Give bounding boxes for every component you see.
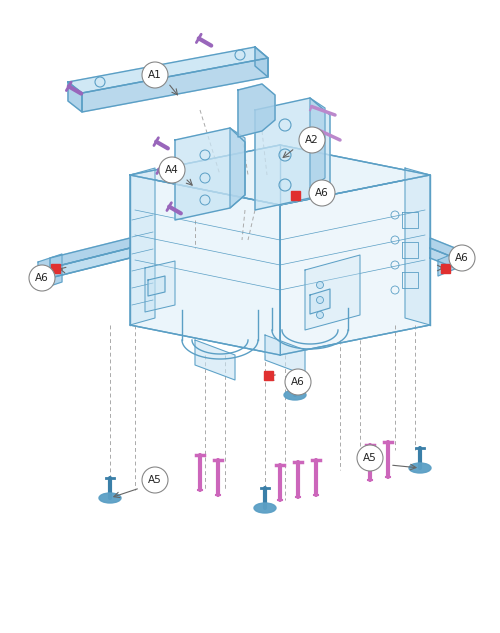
Text: A4: A4 (165, 165, 179, 175)
Polygon shape (430, 248, 460, 270)
Text: A5: A5 (363, 453, 377, 463)
Circle shape (449, 245, 475, 271)
Circle shape (159, 157, 185, 183)
Circle shape (142, 467, 168, 493)
Polygon shape (430, 238, 460, 260)
Polygon shape (82, 58, 268, 112)
Polygon shape (130, 145, 430, 205)
Text: A2: A2 (305, 135, 319, 145)
Polygon shape (50, 248, 130, 278)
Polygon shape (230, 128, 245, 208)
FancyBboxPatch shape (440, 263, 450, 272)
Polygon shape (130, 175, 280, 355)
Circle shape (357, 445, 383, 471)
Circle shape (316, 282, 324, 289)
Polygon shape (50, 238, 130, 268)
Circle shape (29, 265, 55, 291)
FancyBboxPatch shape (264, 370, 272, 380)
Polygon shape (38, 254, 62, 290)
Polygon shape (130, 168, 155, 325)
Polygon shape (305, 255, 360, 330)
Text: A6: A6 (35, 273, 49, 283)
Text: A6: A6 (291, 377, 305, 387)
Polygon shape (310, 289, 330, 314)
Ellipse shape (284, 390, 306, 400)
Polygon shape (68, 47, 268, 93)
Polygon shape (265, 335, 305, 375)
FancyBboxPatch shape (50, 263, 59, 272)
Ellipse shape (254, 503, 276, 513)
Circle shape (299, 127, 325, 153)
Ellipse shape (409, 463, 431, 473)
Polygon shape (438, 250, 462, 276)
Polygon shape (68, 82, 82, 112)
Text: A6: A6 (315, 188, 329, 198)
Polygon shape (280, 175, 430, 355)
Circle shape (316, 311, 324, 318)
Polygon shape (195, 340, 235, 380)
Circle shape (285, 369, 311, 395)
Polygon shape (145, 261, 175, 312)
Text: A5: A5 (148, 475, 162, 485)
Ellipse shape (99, 493, 121, 503)
Polygon shape (148, 276, 165, 296)
FancyBboxPatch shape (290, 191, 300, 199)
Polygon shape (310, 98, 325, 198)
Text: A1: A1 (148, 70, 162, 80)
Polygon shape (50, 248, 130, 278)
Polygon shape (175, 128, 245, 220)
Polygon shape (255, 47, 268, 77)
Text: A6: A6 (455, 253, 469, 263)
Circle shape (142, 62, 168, 88)
Polygon shape (238, 84, 275, 137)
Circle shape (316, 296, 324, 303)
Circle shape (309, 180, 335, 206)
Polygon shape (255, 98, 330, 210)
Polygon shape (405, 168, 430, 325)
